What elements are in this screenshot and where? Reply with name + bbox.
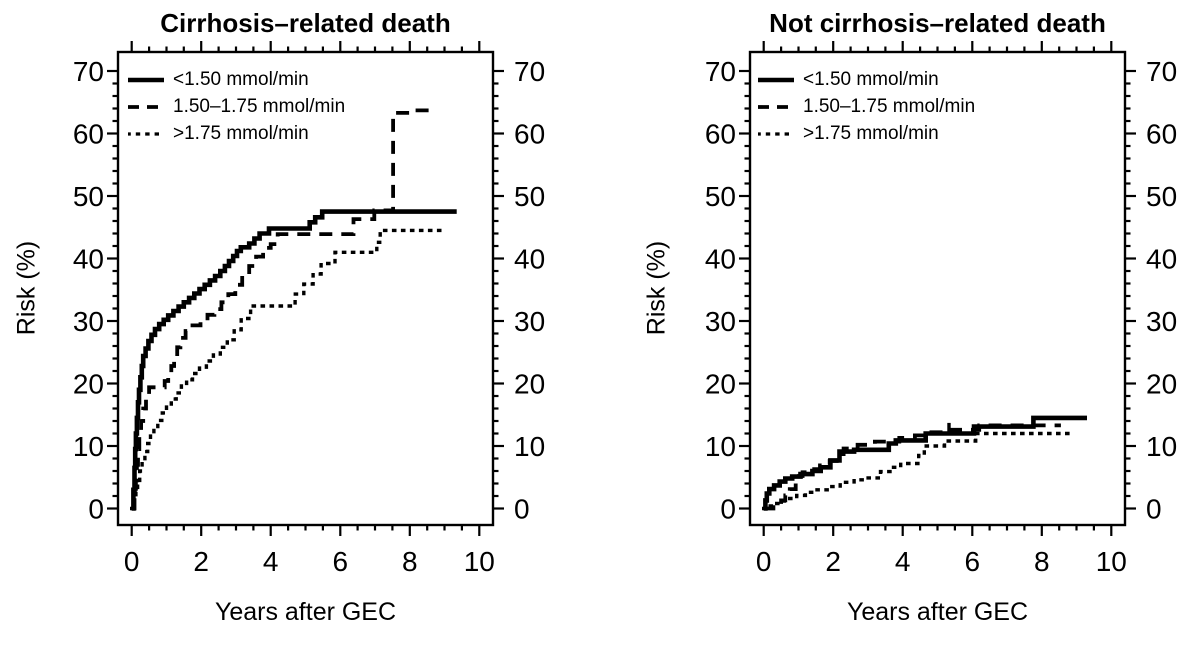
y-tick-label-right: 20 xyxy=(1146,369,1177,400)
y-tick-label-right: 10 xyxy=(514,431,545,462)
y-tick-label-left: 30 xyxy=(705,306,736,337)
curve-solid xyxy=(763,415,1087,511)
x-axis-title: Years after GEC xyxy=(214,598,397,626)
y-tick-label-right: 0 xyxy=(1146,494,1162,525)
axis-ticks xyxy=(107,41,504,536)
curve-dotted xyxy=(130,228,448,511)
y-tick-label-left: 50 xyxy=(73,181,104,212)
y-tick-label-right: 0 xyxy=(514,494,530,525)
legend: <1.50 mmol/min 1.50–1.75 mmol/min >1.75 … xyxy=(128,66,345,147)
y-tick-label-left: 10 xyxy=(705,431,736,462)
y-tick-label-left: 50 xyxy=(705,181,736,212)
y-tick-label-right: 50 xyxy=(1146,181,1177,212)
x-tick-label: 8 xyxy=(1034,546,1050,577)
y-tick-label-right: 30 xyxy=(1146,306,1177,337)
x-tick-label: 6 xyxy=(965,546,981,577)
y-tick-label-right: 10 xyxy=(1146,431,1177,462)
y-tick-label-left: 40 xyxy=(73,244,104,275)
y-tick-label-right: 20 xyxy=(514,369,545,400)
y-tick-label-left: 40 xyxy=(705,244,736,275)
legend-label: >1.75 mmol/min xyxy=(803,122,939,144)
legend-dashed-line-icon xyxy=(128,104,164,109)
x-tick-label: 0 xyxy=(124,546,140,577)
legend-label: 1.50–1.75 mmol/min xyxy=(803,95,976,117)
y-tick-label-right: 40 xyxy=(1146,244,1177,275)
x-tick-label: 2 xyxy=(825,546,841,577)
legend-item-dashed: 1.50–1.75 mmol/min xyxy=(128,93,345,120)
x-tick-label: 10 xyxy=(1096,546,1127,577)
y-tick-label-left: 60 xyxy=(73,119,104,150)
panel-cirrhosis-related-death: 0 2 4 6 8 10 0 0 10 10 20 20 30 30 40 40 50 50 60 60 70 70 Ci… xyxy=(12,8,546,626)
x-tick-label: 0 xyxy=(756,546,772,577)
x-tick-label: 4 xyxy=(263,546,279,577)
y-axis-title: Risk (%) xyxy=(642,240,671,336)
x-tick-label: 4 xyxy=(895,546,911,577)
y-tick-label-right: 60 xyxy=(1146,119,1177,150)
y-tick-label-left: 20 xyxy=(73,369,104,400)
y-tick-label-right: 40 xyxy=(514,244,545,275)
y-tick-label-right: 70 xyxy=(514,56,545,87)
legend-label: <1.50 mmol/min xyxy=(173,68,309,90)
x-tick-label: 6 xyxy=(333,546,349,577)
panel-not-cirrhosis-related-death: 0 2 4 6 8 10 0 0 10 10 20 20 30 30 40 40 50 50 60 60 70 70 No… xyxy=(600,0,1200,646)
y-tick-label-left: 70 xyxy=(705,56,736,87)
legend-dotted-line-icon xyxy=(758,131,794,136)
curve-dashed xyxy=(763,423,1061,511)
panel-title: Not cirrhosis–related death xyxy=(769,8,1106,38)
legend-item-dotted: >1.75 mmol/min xyxy=(758,120,975,147)
legend-solid-line-icon xyxy=(128,77,164,82)
y-tick-label-left: 20 xyxy=(705,369,736,400)
y-tick-label-left: 0 xyxy=(720,494,736,525)
axis-ticks xyxy=(739,41,1136,536)
y-axis-title: Risk (%) xyxy=(12,240,41,336)
y-tick-label-left: 0 xyxy=(88,494,104,525)
curve-dotted xyxy=(762,431,1075,511)
legend-item-solid: <1.50 mmol/min xyxy=(128,66,345,93)
x-tick-label: 10 xyxy=(464,546,495,577)
y-tick-label-left: 70 xyxy=(73,56,104,87)
y-tick-label-left: 30 xyxy=(73,306,104,337)
legend-item-solid: <1.50 mmol/min xyxy=(758,66,975,93)
legend-dashed-line-icon xyxy=(758,104,794,109)
legend-solid-line-icon xyxy=(758,77,794,82)
legend-label: 1.50–1.75 mmol/min xyxy=(173,95,346,117)
curve-dashed xyxy=(131,108,431,511)
y-tick-label-right: 30 xyxy=(514,306,545,337)
y-tick-label-right: 60 xyxy=(514,119,545,150)
y-tick-label-left: 10 xyxy=(73,431,104,462)
legend-label: <1.50 mmol/min xyxy=(803,68,939,90)
curve-solid xyxy=(131,209,457,511)
x-tick-label: 8 xyxy=(402,546,418,577)
legend-label: >1.75 mmol/min xyxy=(173,122,309,144)
legend-item-dotted: >1.75 mmol/min xyxy=(128,120,345,147)
x-tick-label: 2 xyxy=(193,546,209,577)
legend-item-dashed: 1.50–1.75 mmol/min xyxy=(758,93,975,120)
x-axis-title: Years after GEC xyxy=(846,598,1029,626)
y-tick-label-left: 60 xyxy=(705,119,736,150)
legend: <1.50 mmol/min 1.50–1.75 mmol/min >1.75 … xyxy=(758,66,975,147)
panel-title: Cirrhosis–related death xyxy=(160,8,451,38)
legend-dotted-line-icon xyxy=(128,131,164,136)
y-tick-label-right: 50 xyxy=(514,181,545,212)
y-tick-label-right: 70 xyxy=(1146,56,1177,87)
